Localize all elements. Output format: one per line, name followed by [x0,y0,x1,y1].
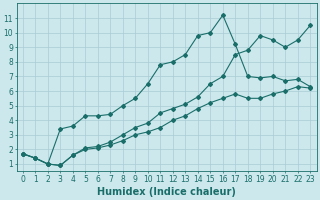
X-axis label: Humidex (Indice chaleur): Humidex (Indice chaleur) [97,187,236,197]
